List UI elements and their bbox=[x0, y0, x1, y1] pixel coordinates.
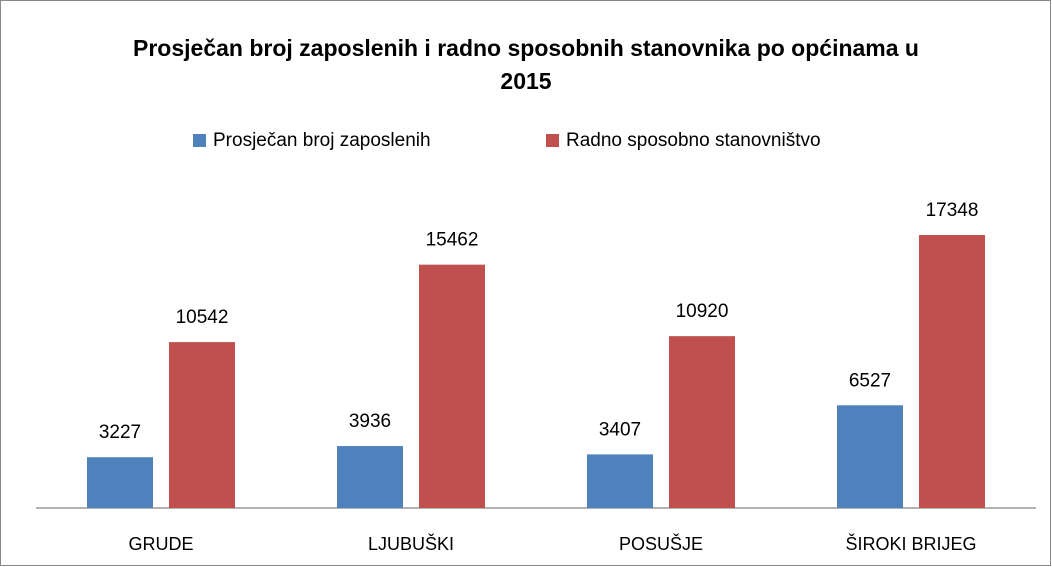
x-tick-label: LJUBUŠKI bbox=[368, 533, 454, 554]
legend-label: Prosječan broj zaposlenih bbox=[213, 130, 431, 151]
bar bbox=[587, 454, 653, 508]
bar bbox=[669, 336, 735, 508]
legend-swatch bbox=[546, 134, 559, 147]
x-tick-label: GRUDE bbox=[128, 534, 193, 554]
data-label: 17348 bbox=[926, 200, 979, 221]
bar bbox=[837, 405, 903, 508]
data-label: 15462 bbox=[426, 230, 479, 251]
legend-label: Radno sposobno stanovništvo bbox=[566, 130, 821, 151]
bar bbox=[87, 457, 153, 508]
x-tick-label: POSUŠJE bbox=[619, 533, 703, 554]
bar bbox=[419, 264, 485, 508]
data-label: 3227 bbox=[99, 422, 141, 443]
data-label: 6527 bbox=[849, 370, 891, 391]
chart-title: Prosječan broj zaposlenih i radno sposob… bbox=[133, 35, 919, 94]
bar bbox=[337, 446, 403, 508]
x-tick-label: ŠIROKI BRIJEG bbox=[845, 533, 976, 554]
legend-swatch bbox=[193, 134, 206, 147]
bar bbox=[169, 342, 235, 508]
data-label: 3407 bbox=[599, 419, 641, 440]
bar bbox=[919, 235, 985, 508]
data-label: 10542 bbox=[176, 307, 229, 328]
data-label: 10920 bbox=[676, 301, 729, 322]
data-label: 3936 bbox=[349, 411, 391, 432]
